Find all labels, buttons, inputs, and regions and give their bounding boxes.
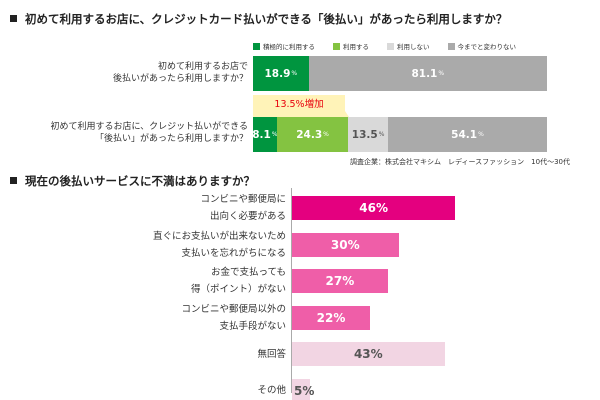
legend-item-2: 利用しない xyxy=(387,41,430,51)
q2-category-label-3-line-1: 支払手段がない xyxy=(219,320,286,332)
survey-source-note: 調査企業：株式会社マキシム レディースファッション 10代〜30代 xyxy=(350,157,570,167)
q2-category-label-4-line-0: 無回答 xyxy=(257,348,286,360)
q2-category-label-2-line-1: 得（ポイント）がない xyxy=(190,284,286,295)
q1-row-label-first-time-store: 初めて利用するお店で後払いがあったら利用しますか？ xyxy=(113,61,248,85)
legend-label-1: 利用する xyxy=(343,43,369,51)
q1-title: 初めて利用するお店に、クレジットカード払いができる「後払い」があったら利用します… xyxy=(10,11,507,27)
q2-bar-2-value-label: 27% xyxy=(325,274,355,288)
q1-row-0-segment-0-percent: % xyxy=(291,70,298,77)
q1-row-0-segment-1: 81.1% xyxy=(308,56,547,91)
q1-row-1-segment-1-percent: % xyxy=(323,131,329,138)
legend-item-0: 積極的に利用する xyxy=(253,41,315,51)
q2-bar-0-value-label: 46% xyxy=(359,201,389,215)
legend-label-3: 今までと変わりない xyxy=(457,43,517,51)
q1-stacked-bar-first-time-store: 18.9% 81.1% xyxy=(253,56,547,91)
q1-row-1-segment-0-value: 8.1 xyxy=(253,128,271,141)
q1-row-0-label-line-1: 後払いがあったら利用しますか？ xyxy=(112,74,248,84)
q2-category-label-1-line-1: 支払いを忘れがちになる xyxy=(181,247,286,259)
legend-swatch-2 xyxy=(387,42,394,50)
q2-bar-1-value-label: 30% xyxy=(330,237,360,252)
q1-row-label-credit-deferred: 初めて利用するお店に、クレジット払いができる「後払い」があったら利用しますか？ xyxy=(50,121,248,145)
q1-row-1-label-line-0: 初めて利用するお店に、クレジット払いができる xyxy=(50,122,248,132)
q2-category-label-0-line-1: 出向く必要がある xyxy=(209,211,286,222)
q2-category-label-1-line-0: 直ぐにお支払いが出来ないため xyxy=(152,230,286,242)
q1-row-1-segment-0-percent: % xyxy=(272,131,277,138)
q1-row-1-label-line-1: 「後払い」があったら利用しますか？ xyxy=(94,134,248,144)
q2-axis-line xyxy=(291,188,292,393)
q1-callout-pointer xyxy=(253,111,349,117)
q1-row-1-segment-1: 24.3% xyxy=(276,117,349,152)
q2-bar-4-value-label: 43% xyxy=(353,347,383,361)
q2-bar-2: 27% xyxy=(292,269,388,293)
bullet-square-icon xyxy=(10,177,17,184)
q1-row-1-segment-2: 13.5% xyxy=(348,117,388,152)
q1-row-1-segment-3-value: 54.1 xyxy=(451,128,478,141)
q2-category-label-5: その他 xyxy=(257,382,286,399)
q2-category-label-0-line-0: コンビニや郵便局に xyxy=(200,194,286,205)
q1-row-0-segment-0-value: 18.9 xyxy=(264,67,291,80)
q2-category-label-2-line-0: お金で支払っても xyxy=(210,267,286,278)
q2-category-label-1: 直ぐにお支払いが出来ないため支払いを忘れがちになる xyxy=(153,228,286,262)
q1-row-1-segment-1-value: 24.3 xyxy=(296,128,323,141)
legend-label-2: 利用しない xyxy=(397,43,430,51)
q1-row-1-segment-2-percent: % xyxy=(378,131,385,138)
q1-stacked-bar-credit-deferred: 8.1%24.3%13.5%54.1% xyxy=(253,117,547,152)
q2-category-label-3-line-0: コンビニや郵便局以外の xyxy=(181,303,286,315)
legend-swatch-3 xyxy=(447,42,455,50)
legend-item-1: 利用する xyxy=(333,41,369,51)
q1-row-1-segment-3-percent: % xyxy=(478,131,484,138)
q1-increase-callout: 13.5%増加 xyxy=(253,95,345,111)
bullet-square-icon xyxy=(10,15,17,22)
q1-title-text: 初めて利用するお店に、クレジットカード払いができる「後払い」があったら利用します… xyxy=(25,12,508,26)
q2-category-label-5-line-0: その他 xyxy=(257,385,286,396)
q2-bar-4: 43% xyxy=(292,342,445,366)
q2-category-label-0: コンビニや郵便局に出向く必要がある xyxy=(200,191,286,225)
q2-category-label-4: 無回答 xyxy=(257,346,286,363)
q1-row-1-segment-3: 54.1% xyxy=(387,117,547,152)
legend-swatch-0 xyxy=(253,42,260,50)
q2-bar-0: 46% xyxy=(292,196,456,220)
q2-bar-5: 5% xyxy=(292,378,314,400)
legend-item-3: 今までと変わりない xyxy=(447,41,517,51)
q2-category-label-2: お金で支払っても得（ポイント）がない xyxy=(191,264,286,298)
legend-swatch-1 xyxy=(333,42,340,50)
q1-row-1-segment-2-value: 13.5 xyxy=(351,128,378,141)
q2-category-label-3: コンビニや郵便局以外の支払手段がない xyxy=(181,301,286,335)
q1-row-0-label-line-0: 初めて利用するお店で xyxy=(157,62,248,72)
q1-row-0-segment-1-percent: % xyxy=(438,70,445,77)
q2-title: 現在の後払いサービスに不満はありますか？ xyxy=(10,173,255,189)
q2-bar-5-value-label: 5% xyxy=(294,383,315,398)
q1-legend: 積極的に利用する 利用する 利用しない 今までと変わりない xyxy=(253,41,516,51)
q2-bar-1: 30% xyxy=(292,232,399,257)
legend-label-0: 積極的に利用する xyxy=(263,43,315,51)
q1-row-0-segment-0: 18.9% xyxy=(253,56,309,91)
q2-title-text: 現在の後払いサービスに不満はありますか？ xyxy=(25,174,255,188)
q1-row-1-segment-0: 8.1% xyxy=(253,117,277,152)
q1-row-0-segment-1-value: 81.1 xyxy=(411,67,438,80)
q2-bar-3: 22% xyxy=(292,305,371,330)
q2-bar-3-value-label: 22% xyxy=(316,310,346,325)
q1-increase-callout-text: 13.5%増加 xyxy=(274,99,324,110)
survey-source-note-text: 調査企業：株式会社マキシム レディースファッション 10代〜30代 xyxy=(350,158,570,166)
